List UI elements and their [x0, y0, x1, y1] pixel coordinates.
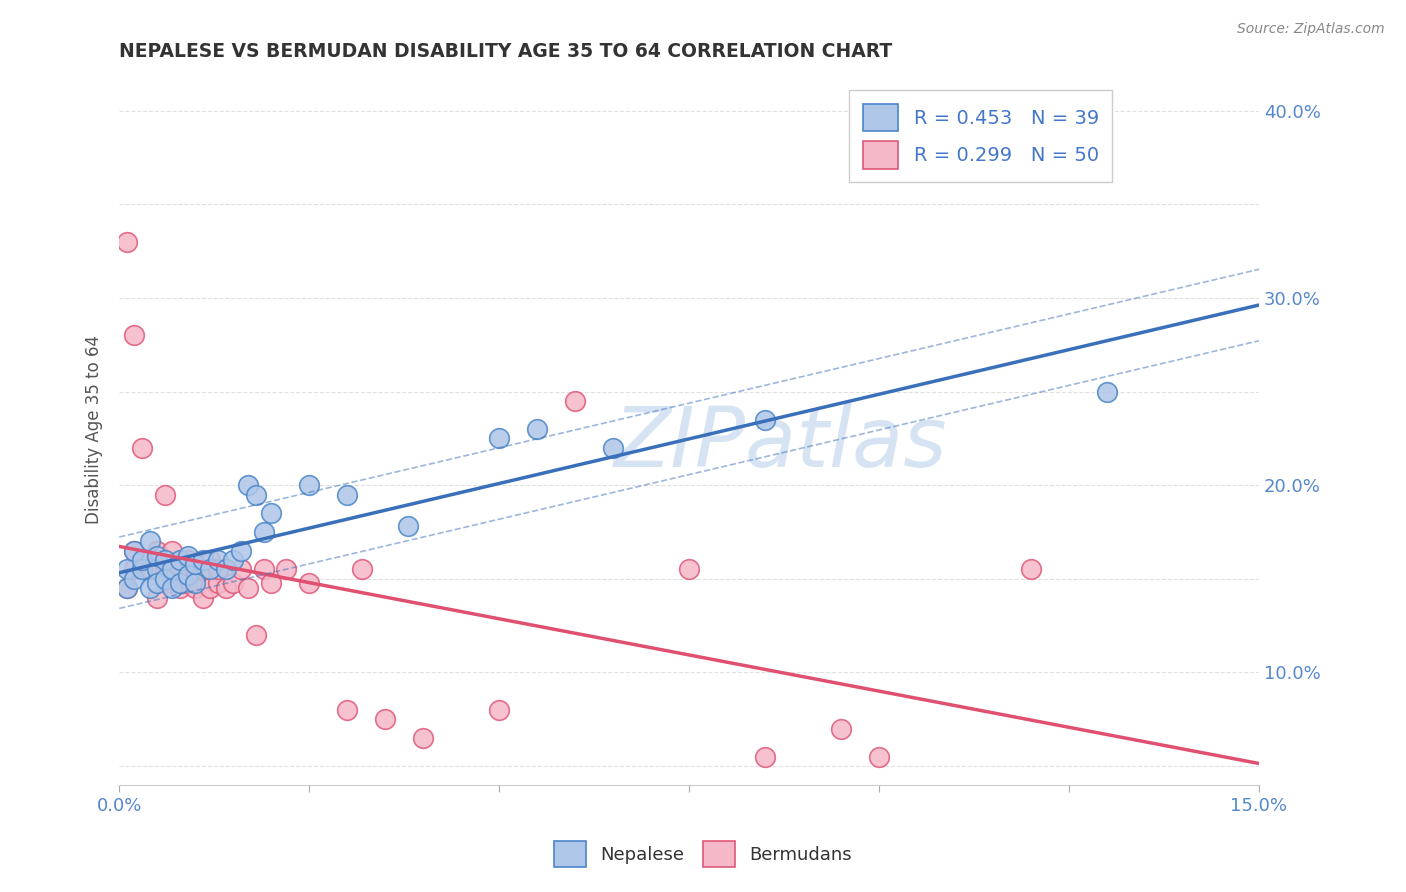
Point — [162, 543, 184, 558]
Point — [488, 432, 510, 446]
Point — [260, 575, 283, 590]
Point — [253, 562, 276, 576]
Point — [115, 235, 138, 249]
Y-axis label: Disability Age 35 to 64: Disability Age 35 to 64 — [86, 334, 103, 524]
Point — [245, 487, 267, 501]
Point — [169, 581, 191, 595]
Point — [222, 575, 245, 590]
Point — [260, 506, 283, 520]
Point — [146, 591, 169, 605]
Point — [153, 487, 176, 501]
Point — [153, 562, 176, 576]
Point — [754, 749, 776, 764]
Point — [526, 422, 548, 436]
Point — [253, 524, 276, 539]
Point — [238, 581, 260, 595]
Point — [412, 731, 434, 745]
Point — [1019, 562, 1042, 576]
Point — [229, 562, 252, 576]
Point — [162, 562, 184, 576]
Point — [138, 534, 160, 549]
Point — [162, 575, 184, 590]
Point — [336, 703, 359, 717]
Point — [146, 543, 169, 558]
Point — [184, 575, 207, 590]
Point — [207, 562, 229, 576]
Point — [153, 553, 176, 567]
Point — [153, 553, 176, 567]
Point — [214, 562, 236, 576]
Point — [138, 581, 160, 595]
Point — [191, 591, 214, 605]
Point — [176, 575, 198, 590]
Text: NEPALESE VS BERMUDAN DISABILITY AGE 35 TO 64 CORRELATION CHART: NEPALESE VS BERMUDAN DISABILITY AGE 35 T… — [120, 42, 893, 61]
Text: Source: ZipAtlas.com: Source: ZipAtlas.com — [1237, 22, 1385, 37]
Point — [200, 581, 222, 595]
Point — [184, 581, 207, 595]
Point — [124, 543, 146, 558]
Point — [207, 575, 229, 590]
Point — [207, 553, 229, 567]
Point — [138, 553, 160, 567]
Point — [754, 413, 776, 427]
Point — [245, 628, 267, 642]
Point — [124, 543, 146, 558]
Point — [131, 562, 153, 576]
Point — [153, 572, 176, 586]
Point — [564, 394, 586, 409]
Point — [298, 478, 321, 492]
Legend: Nepalese, Bermudans: Nepalese, Bermudans — [547, 834, 859, 874]
Point — [176, 553, 198, 567]
Legend: R = 0.453   N = 39, R = 0.299   N = 50: R = 0.453 N = 39, R = 0.299 N = 50 — [849, 90, 1112, 182]
Point — [115, 581, 138, 595]
Point — [374, 712, 396, 726]
Point — [184, 557, 207, 571]
Point — [191, 553, 214, 567]
Point — [115, 581, 138, 595]
Point — [602, 441, 624, 455]
Point — [124, 572, 146, 586]
Point — [169, 553, 191, 567]
Point — [131, 562, 153, 576]
Point — [184, 562, 207, 576]
Point — [124, 562, 146, 576]
Point — [238, 478, 260, 492]
Point — [115, 562, 138, 576]
Point — [169, 575, 191, 590]
Point — [146, 562, 169, 576]
Point — [276, 562, 298, 576]
Point — [146, 562, 169, 576]
Point — [678, 562, 700, 576]
Point — [138, 562, 160, 576]
Point — [131, 441, 153, 455]
Point — [352, 562, 374, 576]
Point — [162, 581, 184, 595]
Point — [200, 553, 222, 567]
Point — [336, 487, 359, 501]
Point — [830, 722, 852, 736]
Text: ZIPatlas: ZIPatlas — [613, 403, 948, 483]
Point — [298, 575, 321, 590]
Point — [1095, 384, 1118, 399]
Point — [169, 562, 191, 576]
Point — [200, 562, 222, 576]
Point — [222, 553, 245, 567]
Point — [124, 328, 146, 343]
Point — [176, 549, 198, 564]
Point — [488, 703, 510, 717]
Point — [162, 562, 184, 576]
Point — [868, 749, 890, 764]
Point — [396, 519, 419, 533]
Point — [214, 581, 236, 595]
Point — [191, 562, 214, 576]
Point — [131, 553, 153, 567]
Point — [176, 568, 198, 582]
Point — [146, 549, 169, 564]
Point — [146, 575, 169, 590]
Point — [229, 543, 252, 558]
